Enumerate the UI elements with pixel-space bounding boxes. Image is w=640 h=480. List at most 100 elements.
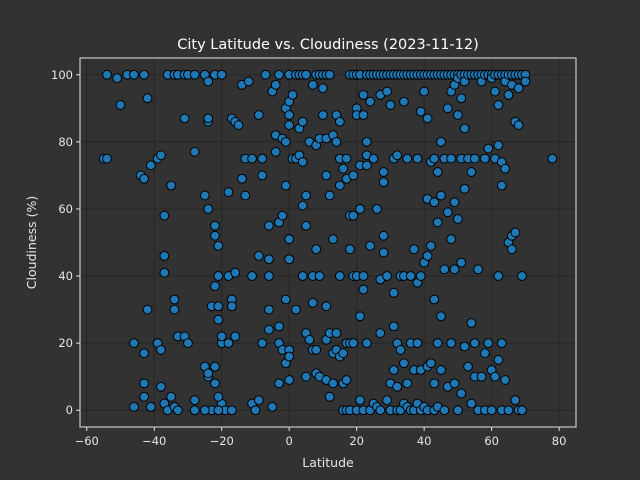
data-point [436,190,446,201]
data-point [142,304,153,315]
data-point [189,69,200,80]
data-point [453,405,463,416]
plot-frame [79,57,577,428]
data-point [490,371,500,382]
x-tick-label: −20 [210,434,234,448]
data-point [139,378,150,389]
data-point [385,100,396,110]
x-tick-label: 0 [286,434,293,448]
data-point [459,341,470,352]
data-point [139,391,150,402]
data-point [382,86,392,97]
data-point [145,160,156,171]
data-point [257,338,268,349]
data-point [284,254,295,265]
data-point [156,381,166,392]
data-point [426,240,436,251]
data-point [159,210,170,221]
y-axis-label: Cloudiness (%) [24,196,39,289]
data-point [243,76,254,87]
data-point [189,405,200,416]
data-point [513,120,524,130]
data-point [139,173,150,184]
data-point [321,301,332,312]
data-point [402,153,413,164]
data-point [253,395,264,406]
data-point [284,375,295,385]
data-point [233,120,244,130]
data-point [334,271,345,281]
x-tick-label: 60 [484,434,499,448]
data-point [226,405,237,416]
data-point [496,338,507,349]
data-point [203,368,214,379]
data-point [145,401,156,412]
data-point [466,398,477,409]
data-point [139,69,150,80]
data-point [129,69,139,80]
data-point [361,338,372,349]
data-point [311,344,322,355]
data-point [392,381,403,392]
data-point [429,378,440,389]
data-point [328,378,338,389]
data-point [345,244,355,255]
data-point [392,150,403,161]
data-point [213,301,224,312]
data-point [277,210,288,221]
data-point [449,197,460,208]
data-point [247,153,257,164]
data-point [436,365,446,375]
data-point [257,153,268,164]
data-point [436,311,446,322]
data-point [166,180,177,191]
data-point [466,167,477,177]
data-point [456,257,467,268]
data-point [422,113,433,124]
data-point [199,190,210,201]
data-point [490,86,500,97]
data-point [436,136,446,147]
data-point [382,271,392,281]
data-point [210,361,220,372]
data-point [348,170,359,181]
data-point [142,93,153,104]
data-point [264,220,274,231]
data-point [368,153,379,164]
y-tick-label: 40 [58,269,73,283]
data-point [314,271,325,281]
y-tick-label: 80 [58,135,73,149]
data-point [419,86,430,97]
data-point [469,153,480,164]
data-point [304,334,315,345]
data-point [260,69,271,80]
data-point [274,378,284,389]
data-point [405,271,416,281]
data-point [483,143,494,154]
data-point [446,234,457,245]
data-point [341,375,352,385]
data-point [486,405,497,416]
data-point [216,69,227,80]
data-point [166,391,177,402]
data-point [331,136,342,147]
y-tick-label: 0 [66,403,73,417]
data-point [159,267,170,278]
data-point [469,338,480,349]
data-point [382,395,392,406]
data-point [493,140,504,151]
data-point [459,123,470,134]
data-point [449,378,460,389]
x-axis-label: Latitude [302,455,354,470]
data-point [395,344,406,355]
data-point [412,338,423,349]
data-point [547,153,558,164]
data-point [375,328,386,338]
data-point [280,136,291,147]
data-point [399,358,409,369]
data-point [479,153,490,164]
data-point [466,318,477,328]
data-point [301,190,311,201]
data-point [301,220,311,231]
